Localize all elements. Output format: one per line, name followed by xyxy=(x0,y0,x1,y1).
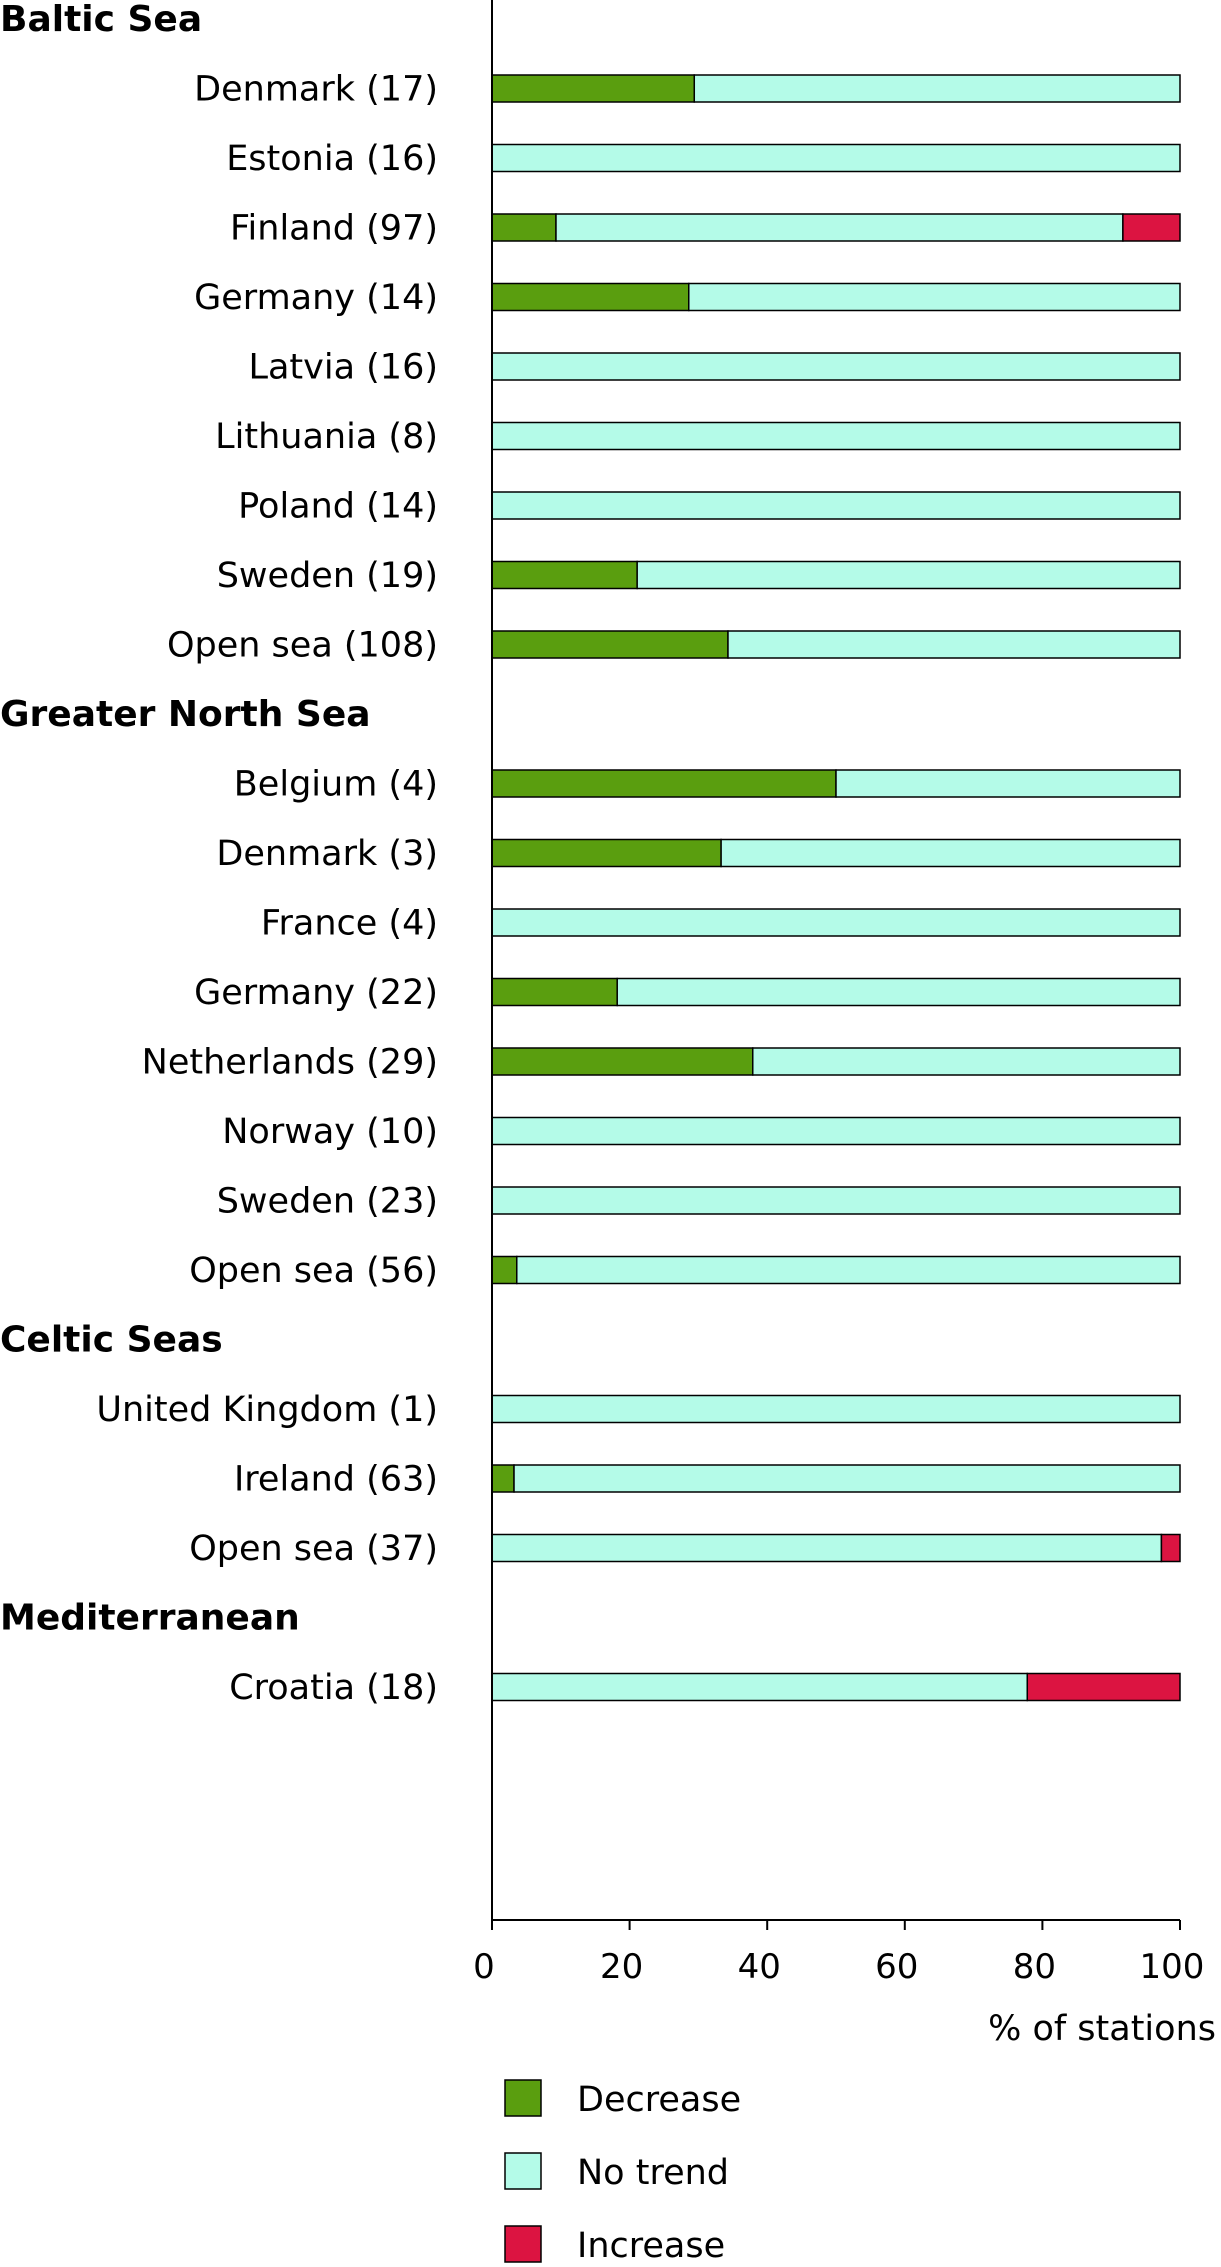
x-tick-label: 0 xyxy=(473,1947,495,1987)
legend-label: No trend xyxy=(577,2153,729,2193)
x-tick-label: 40 xyxy=(738,1947,781,1987)
x-tick-label: 60 xyxy=(875,1947,918,1987)
bar-no-trend xyxy=(516,1255,1181,1285)
category-label: Germany (14) xyxy=(194,278,438,318)
bar-decrease xyxy=(491,630,729,659)
bar-no-trend xyxy=(513,1464,1181,1493)
bar-no-trend xyxy=(491,1533,1163,1563)
category-label: Poland (14) xyxy=(238,487,438,527)
bar-no-trend xyxy=(636,560,1181,590)
category-label: France (4) xyxy=(261,904,438,944)
bar-no-trend xyxy=(720,838,1181,868)
category-label: Norway (10) xyxy=(222,1112,438,1152)
bar-no-trend xyxy=(752,1047,1181,1076)
category-label: Open sea (108) xyxy=(167,626,438,666)
bar-increase xyxy=(1026,1672,1181,1702)
bar-decrease xyxy=(491,213,557,242)
bar-decrease xyxy=(491,1047,754,1076)
category-label: Croatia (18) xyxy=(229,1668,438,1708)
x-axis-title: % of stations xyxy=(988,2009,1216,2049)
bar-no-trend xyxy=(491,352,1181,381)
bar-decrease xyxy=(491,74,696,103)
bar-no-trend xyxy=(491,1186,1181,1215)
category-label: Sweden (23) xyxy=(217,1182,438,1222)
bar-no-trend xyxy=(491,421,1181,451)
category-label: Estonia (16) xyxy=(226,139,438,179)
category-label: Latvia (16) xyxy=(248,348,438,388)
category-label: Ireland (63) xyxy=(234,1460,438,1500)
category-label: Sweden (19) xyxy=(217,556,438,596)
x-tick-label: 20 xyxy=(600,1947,643,1987)
bar-decrease xyxy=(491,1255,518,1285)
group-label: Celtic Seas xyxy=(0,1320,223,1361)
legend-swatch xyxy=(504,2079,542,2117)
legend: Decrease No trend Increase xyxy=(504,2079,741,2266)
bar-increase xyxy=(1122,213,1181,242)
category-labels: Denmark (17) Estonia (16) Finland (97) Germ… xyxy=(96,70,438,1709)
category-label: United Kingdom (1) xyxy=(96,1390,438,1430)
legend-label: Decrease xyxy=(577,2080,741,2120)
bar-decrease xyxy=(491,560,638,590)
x-tick-label: 80 xyxy=(1013,1947,1056,1987)
legend-swatch xyxy=(504,2152,542,2190)
bar-no-trend xyxy=(491,1672,1029,1702)
axes xyxy=(491,0,1180,1921)
category-label: Denmark (3) xyxy=(216,834,438,874)
bar-decrease xyxy=(491,1464,515,1493)
group-label: Mediterranean xyxy=(0,1598,300,1639)
x-ticks: 0 20 40 60 80 100 xyxy=(473,1920,1204,1987)
bar-decrease xyxy=(491,769,837,798)
legend-swatch xyxy=(504,2225,542,2263)
bar-no-trend xyxy=(491,143,1181,173)
category-label: Lithuania (8) xyxy=(215,417,438,457)
category-label: Belgium (4) xyxy=(234,765,438,805)
category-label: Netherlands (29) xyxy=(142,1043,438,1083)
x-tick-label: 100 xyxy=(1140,1947,1205,1987)
legend-label: Increase xyxy=(577,2226,725,2266)
bar-no-trend xyxy=(555,213,1124,242)
category-label: Open sea (37) xyxy=(189,1529,438,1569)
bar-increase xyxy=(1160,1533,1181,1563)
bar-no-trend xyxy=(688,282,1181,312)
category-label: Open sea (56) xyxy=(189,1251,438,1291)
bar-decrease xyxy=(491,838,722,868)
bar-no-trend xyxy=(616,977,1181,1007)
bar-no-trend xyxy=(491,1116,1181,1146)
bars xyxy=(491,74,1181,1702)
group-label: Greater North Sea xyxy=(0,694,371,735)
group-label: Baltic Sea xyxy=(0,0,202,40)
category-label: Finland (97) xyxy=(230,209,438,249)
bar-no-trend xyxy=(491,908,1181,937)
bar-no-trend xyxy=(491,1394,1181,1424)
bar-no-trend xyxy=(693,74,1181,103)
category-label: Germany (22) xyxy=(194,973,438,1013)
bar-no-trend xyxy=(727,630,1181,659)
group-labels: Baltic Sea Greater North Sea Celtic Seas Me… xyxy=(0,0,371,1639)
bar-decrease xyxy=(491,977,618,1007)
bar-decrease xyxy=(491,282,690,312)
category-label: Denmark (17) xyxy=(194,70,438,110)
bar-no-trend xyxy=(491,491,1181,520)
bar-no-trend xyxy=(835,769,1181,798)
